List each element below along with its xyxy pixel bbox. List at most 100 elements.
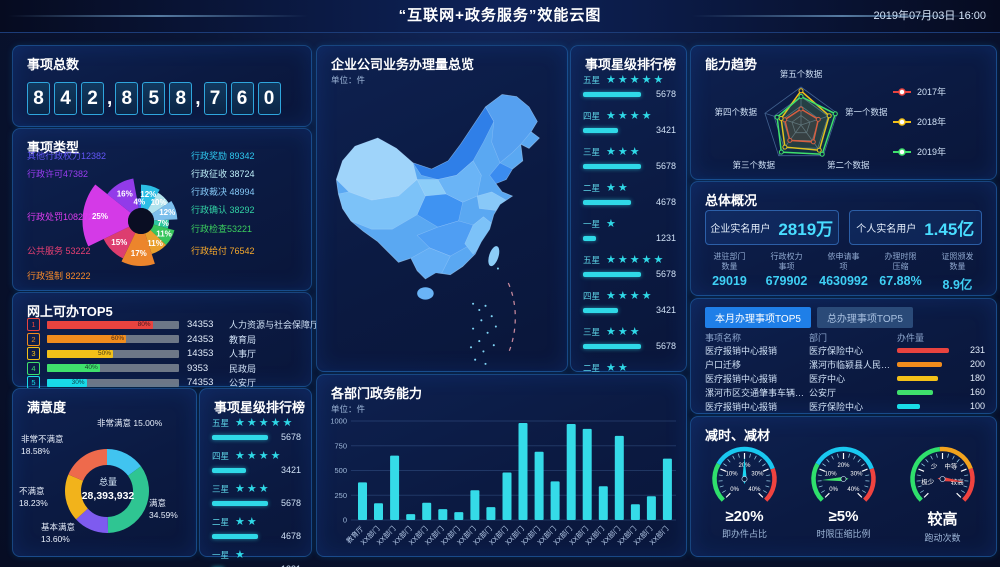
gauge-tick-label: 少	[931, 463, 938, 471]
star-level-label: 五星	[212, 418, 230, 428]
gauge-tick-label: 中等	[944, 462, 958, 471]
radar-grid	[764, 86, 838, 157]
gauge-tick	[763, 490, 767, 493]
gauge-arc	[962, 467, 975, 502]
gauge-tick-label: 30%	[751, 472, 764, 478]
dept-bar	[406, 514, 416, 520]
radar-legend-item[interactable]: 2018年	[893, 116, 946, 127]
radar-legend-item[interactable]: 2017年	[893, 86, 946, 97]
cell-department: 漯河市临颍县人民社保...	[809, 359, 895, 370]
radar-series	[783, 108, 820, 143]
cell-volume: 200	[969, 359, 985, 369]
gauge-tick	[861, 468, 868, 472]
dept-bar-chart: 02505007501000教育厅XX部门XX部门XX部门XX部门XX部门XX部…	[330, 417, 676, 547]
gauge-arc	[863, 467, 876, 502]
rose-legend-item: 行政裁决 48994	[191, 187, 255, 197]
dept-bar	[614, 435, 624, 520]
counter-digit: 8	[169, 82, 193, 115]
gauge-tick	[923, 492, 929, 498]
panel-top5-table: 本月办理事项TOP5 总办理事项TOP5 事项名称 部门 办件量 医疗报销中心报…	[690, 298, 997, 414]
dept-bar	[630, 504, 640, 520]
radar-grid	[791, 115, 811, 134]
overview-stats: 进驻部门 数量 29019 行政权力 事项 679902 依申请事项 4630992 办理时限压…	[701, 252, 986, 293]
online-top5-row: 3 50% 14353 人事厅	[27, 347, 303, 360]
gauge-tick	[762, 468, 769, 472]
star-level-label: 四星	[583, 111, 601, 121]
gauge: 0% 10% 20% 30% 40% ≥5% 时限压缩比例	[794, 441, 893, 544]
online-bar-percent: 80%	[137, 320, 151, 328]
stat-label: 压缩	[892, 261, 909, 271]
map-sea-islands	[469, 267, 499, 365]
star-value: 4678	[280, 531, 301, 541]
radar-point	[798, 94, 804, 99]
star-icons: ★★★★★	[606, 254, 666, 266]
col-item-name: 事项名称	[705, 333, 742, 343]
star-value: 3421	[280, 465, 301, 475]
star-bar	[583, 235, 596, 241]
stat-value: 1.45亿	[924, 220, 975, 239]
satisfaction-donut	[64, 449, 150, 534]
rose-legend-item: 公共服务 53222	[27, 246, 91, 256]
dept-bar	[662, 458, 672, 520]
star-icons: ★★★★★	[235, 417, 295, 429]
rose-center	[128, 208, 154, 234]
tab-total-top5[interactable]: 总办理事项TOP5	[816, 307, 913, 328]
gauge-tick	[765, 485, 770, 488]
online-bar-percent: 40%	[84, 364, 98, 371]
online-top5-row: 2 60% 24353 教育局	[27, 332, 303, 346]
gauge: 0%10%20%30%40%≥20%即办件占比	[695, 441, 794, 544]
gauge-tick	[722, 490, 726, 493]
page-title: “互联网+政务服务”效能云图	[398, 7, 602, 24]
overview-cards: 企业实名用户 2819万 个人实名用户 1.45亿	[705, 210, 982, 245]
star-bar	[212, 533, 258, 539]
gauge-tick	[822, 463, 826, 467]
satisfaction-slice	[64, 474, 88, 520]
dept-bar	[534, 451, 544, 520]
y-tick-label: 500	[334, 466, 347, 475]
radar-legend-label: 2019年	[917, 146, 946, 157]
gauge-tick	[725, 492, 731, 498]
star-bar	[583, 343, 641, 349]
star-rank-row: 四星 ★★★★ 3421	[583, 110, 676, 135]
radar-legend-label: 2017年	[917, 86, 946, 97]
online-top5-row: 1 80% 34353 人力资源与社会保障厅	[27, 318, 319, 331]
gauge-tick	[837, 453, 839, 458]
star-bar	[583, 271, 641, 277]
cell-department: 公安厅	[809, 387, 837, 398]
rose-slice-percent: 7%	[157, 219, 169, 228]
gauge-tick	[821, 490, 825, 493]
radar-legend-label: 2018年	[917, 116, 946, 127]
star-value: 1231	[281, 564, 301, 567]
cell-item-name: 漯河市区交通肇事车辆后续处...	[705, 387, 807, 398]
stat-label: 依申请事	[827, 252, 860, 261]
rose-legend-item: 其他行政权力12382	[27, 151, 107, 161]
cell-department: 医疗保险中心	[809, 401, 864, 412]
panel-overview: 总体概况 企业实名用户 2819万 个人实名用户 1.45亿 进驻部门 数量 290…	[690, 181, 997, 296]
dept-bar	[646, 496, 656, 520]
gauge-row: 0%10%20%30%40%≥20%即办件占比0%10%20%30%40%≥5%…	[695, 441, 992, 544]
star-bar	[212, 434, 268, 440]
radar-point	[819, 151, 825, 157]
star-value: 5678	[655, 341, 676, 351]
china-map	[335, 94, 540, 365]
star-level-label: 一星	[212, 550, 230, 560]
panel-satisfaction: 满意度 总量 28,393,932 非常满意 15.00% 非常不满意 18.58%…	[12, 388, 197, 557]
gauge-tick	[918, 468, 925, 472]
gauge: 极少少中等 较高 较高 跑动次数	[893, 441, 992, 544]
gauge-tick	[754, 455, 757, 460]
rose-slice	[136, 198, 141, 209]
star-icons: ★★★	[606, 326, 642, 338]
cell-item-name: 医疗报销中心报销	[705, 373, 778, 384]
cell-volume: 231	[969, 345, 985, 355]
cell-department: 医疗保险中心	[809, 345, 864, 356]
tab-month-top5[interactable]: 本月办理事项TOP5	[705, 307, 811, 328]
rose-slice	[147, 192, 169, 214]
stat-label: 企业实名用户	[710, 224, 771, 235]
rose-slice-percent: 12%	[159, 208, 175, 217]
rose-slice-percent: 12%	[140, 190, 156, 199]
online-value: 34353	[187, 319, 214, 330]
stat-value: 679902	[765, 274, 808, 288]
radar-legend-item[interactable]: 2019年	[893, 146, 946, 157]
